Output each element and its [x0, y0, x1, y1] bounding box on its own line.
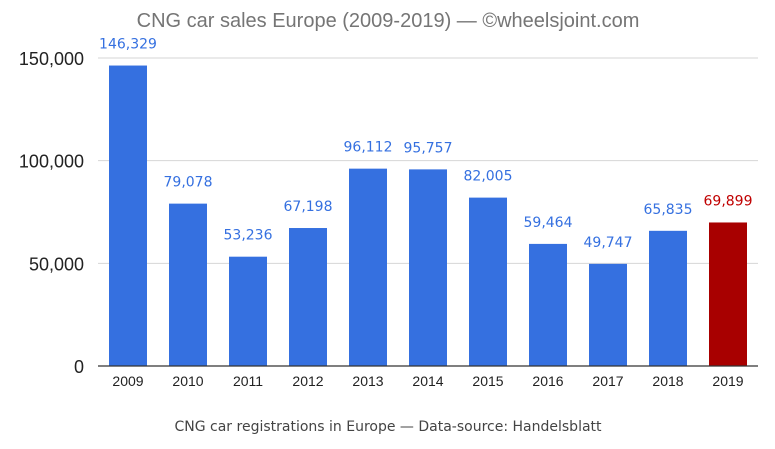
bar-2017: [589, 263, 627, 366]
bar-2018: [649, 230, 687, 366]
data-label-2009: 146,329: [99, 37, 157, 53]
chart-title: CNG car sales Europe (2009-2019) — ©whee…: [137, 10, 640, 32]
y-tick-label: 150,000: [19, 49, 84, 69]
x-tick-label: 2013: [352, 373, 383, 389]
x-tick-label: 2012: [292, 373, 323, 389]
y-tick-label: 0: [74, 357, 84, 377]
bar-2009: [109, 65, 147, 367]
x-tick-label: 2018: [652, 373, 683, 389]
data-label-2011: 53,236: [224, 228, 273, 244]
x-tick-label: 2011: [233, 373, 263, 389]
x-tick-label: 2016: [532, 373, 563, 389]
bar-2015: [469, 197, 507, 366]
bar-2019: [709, 222, 747, 366]
data-label-2014: 95,757: [404, 140, 453, 156]
data-label-2013: 96,112: [344, 140, 393, 156]
bar-2013: [349, 168, 387, 366]
x-tick-label: 2010: [172, 373, 203, 389]
data-label-2010: 79,078: [164, 175, 213, 191]
bar-2012: [289, 228, 327, 366]
x-tick-label: 2014: [412, 373, 443, 389]
x-axis-label: CNG car registrations in Europe — Data-s…: [174, 419, 602, 435]
bar-2010: [169, 203, 207, 366]
data-label-2019: 69,899: [704, 193, 753, 209]
data-label-2018: 65,835: [644, 202, 693, 218]
bars: [109, 65, 747, 367]
data-label-2017: 49,747: [584, 235, 633, 251]
y-tick-label: 100,000: [19, 152, 84, 172]
y-axis-ticks: 0 50,000 100,000 150,000: [19, 49, 84, 377]
x-axis-ticks: 2009 2010 2011 2012 2013 2014 2015 2016 2017 2018…: [112, 373, 743, 389]
bar-2016: [529, 243, 567, 366]
data-labels: 146,329 79,078 53,236 67,198 96,112 95,757 82,…: [99, 37, 752, 251]
x-tick-label: 2017: [592, 373, 623, 389]
data-label-2012: 67,198: [284, 199, 333, 215]
bar-2011: [229, 256, 267, 366]
x-tick-label: 2019: [712, 373, 743, 389]
y-tick-label: 50,000: [29, 254, 84, 274]
x-tick-label: 2009: [112, 373, 143, 389]
bar-2014: [409, 169, 447, 366]
x-tick-label: 2015: [472, 373, 503, 389]
data-label-2016: 59,464: [524, 215, 573, 231]
data-label-2015: 82,005: [464, 169, 513, 185]
